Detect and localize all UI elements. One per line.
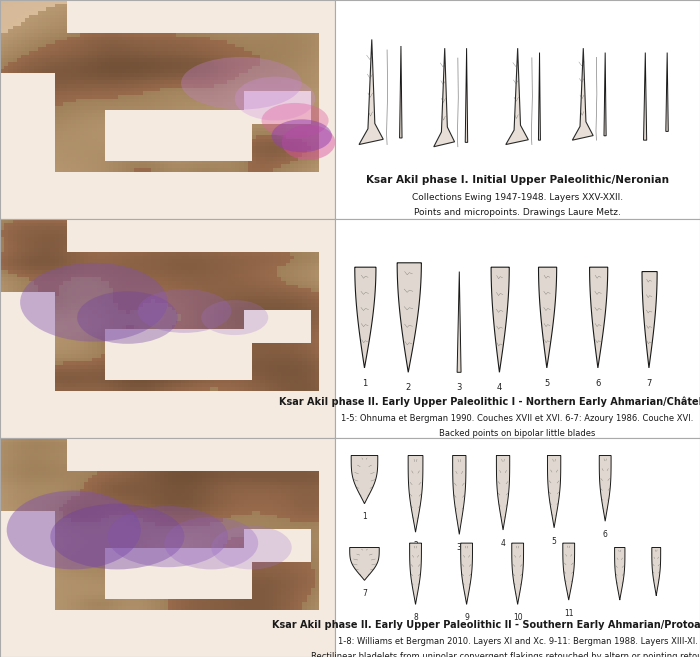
Polygon shape	[615, 547, 625, 600]
Polygon shape	[466, 48, 468, 143]
Polygon shape	[573, 48, 593, 140]
Ellipse shape	[262, 103, 328, 138]
Text: 5: 5	[552, 537, 556, 545]
Text: Ksar Akil phase II. Early Upper Paleolithic II - Southern Early Ahmarian/Protoau: Ksar Akil phase II. Early Upper Paleolit…	[272, 620, 700, 630]
Text: 6: 6	[603, 530, 608, 539]
Text: Points and micropoints. Drawings Laure Metz.: Points and micropoints. Drawings Laure M…	[414, 208, 621, 217]
Polygon shape	[457, 271, 461, 373]
Text: 1: 1	[362, 379, 367, 388]
Polygon shape	[359, 39, 384, 145]
Polygon shape	[434, 48, 454, 147]
Polygon shape	[496, 455, 510, 530]
Polygon shape	[538, 267, 557, 368]
Polygon shape	[599, 455, 611, 521]
Text: 11: 11	[564, 609, 573, 618]
Text: 6: 6	[595, 379, 601, 388]
Text: 2: 2	[413, 541, 418, 550]
Text: 2: 2	[405, 383, 411, 392]
Text: 4: 4	[500, 539, 505, 548]
Text: 1-8: Williams et Bergman 2010. Layers XI and Xc. 9-11: Bergman 1988. Layers XIII: 1-8: Williams et Bergman 2010. Layers XI…	[337, 637, 698, 646]
Polygon shape	[666, 53, 668, 131]
Polygon shape	[563, 543, 575, 600]
Ellipse shape	[211, 526, 292, 570]
Text: 1: 1	[362, 512, 367, 522]
Polygon shape	[410, 543, 421, 604]
Polygon shape	[642, 271, 657, 368]
Polygon shape	[453, 455, 466, 534]
Ellipse shape	[234, 77, 315, 120]
Text: 1-5: Ohnuma et Bergman 1990. Couches XVII et XVI. 6-7: Azoury 1986. Couche XVI.: 1-5: Ohnuma et Bergman 1990. Couches XVI…	[342, 414, 694, 423]
Polygon shape	[643, 53, 647, 140]
Ellipse shape	[107, 506, 228, 567]
Polygon shape	[547, 455, 561, 528]
Polygon shape	[491, 267, 510, 373]
Text: 4: 4	[497, 383, 502, 392]
Text: 7: 7	[646, 379, 652, 388]
Polygon shape	[506, 48, 528, 145]
Text: 9: 9	[464, 613, 469, 622]
Ellipse shape	[164, 517, 258, 570]
Text: 5: 5	[544, 379, 550, 388]
Text: 7: 7	[362, 589, 367, 598]
Polygon shape	[400, 46, 402, 138]
Text: 10: 10	[513, 613, 522, 622]
Text: Collections Ewing 1947-1948. Layers XXV-XXII.: Collections Ewing 1947-1948. Layers XXV-…	[412, 193, 623, 202]
Ellipse shape	[20, 263, 168, 342]
Ellipse shape	[272, 120, 332, 152]
Ellipse shape	[137, 289, 232, 333]
Polygon shape	[604, 53, 606, 136]
Polygon shape	[350, 547, 379, 580]
Text: Ksar Akil phase I. Initial Upper Paleolithic/Neronian: Ksar Akil phase I. Initial Upper Paleoli…	[366, 175, 669, 185]
Ellipse shape	[181, 57, 302, 110]
Ellipse shape	[201, 300, 268, 335]
Text: 3: 3	[456, 383, 462, 392]
Text: 3: 3	[457, 543, 462, 552]
Polygon shape	[589, 267, 608, 368]
Text: Backed points on bipolar little blades: Backed points on bipolar little blades	[440, 429, 596, 438]
Polygon shape	[397, 263, 421, 373]
Polygon shape	[461, 543, 473, 604]
Text: 8: 8	[413, 613, 418, 622]
Ellipse shape	[7, 491, 141, 570]
Polygon shape	[408, 455, 423, 532]
Polygon shape	[512, 543, 524, 604]
Ellipse shape	[50, 504, 184, 570]
Polygon shape	[538, 53, 540, 140]
Ellipse shape	[281, 125, 335, 160]
Polygon shape	[652, 547, 661, 596]
Text: Ksar Akil phase II. Early Upper Paleolithic I - Northern Early Ahmarian/Châtelpe: Ksar Akil phase II. Early Upper Paleolit…	[279, 396, 700, 407]
Polygon shape	[355, 267, 376, 368]
Polygon shape	[351, 455, 378, 504]
Text: Rectilinear bladelets from unipolar convergent flakings retouched by altern or p: Rectilinear bladelets from unipolar conv…	[311, 652, 700, 657]
Ellipse shape	[77, 291, 178, 344]
